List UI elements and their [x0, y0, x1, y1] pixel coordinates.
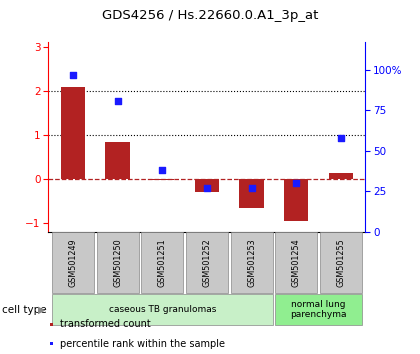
Point [204, 185, 210, 191]
Text: caseous TB granulomas: caseous TB granulomas [108, 305, 216, 314]
Text: percentile rank within the sample: percentile rank within the sample [60, 339, 225, 349]
Bar [194, 179, 219, 192]
Point [159, 167, 165, 173]
Bar [105, 142, 130, 179]
FancyBboxPatch shape [231, 233, 273, 293]
Bar [239, 179, 264, 208]
Text: ▶: ▶ [38, 305, 45, 315]
Point [293, 181, 299, 186]
FancyBboxPatch shape [52, 295, 273, 325]
Point [114, 98, 121, 103]
Text: GSM501249: GSM501249 [68, 239, 77, 287]
FancyBboxPatch shape [52, 233, 94, 293]
Text: normal lung
parenchyma: normal lung parenchyma [290, 300, 347, 319]
Text: GSM501254: GSM501254 [291, 239, 301, 287]
Text: GDS4256 / Hs.22660.0.A1_3p_at: GDS4256 / Hs.22660.0.A1_3p_at [102, 9, 318, 22]
FancyBboxPatch shape [141, 233, 183, 293]
Text: GSM501252: GSM501252 [202, 239, 211, 287]
Text: GSM501250: GSM501250 [113, 239, 122, 287]
Point [248, 185, 255, 191]
FancyBboxPatch shape [275, 295, 362, 325]
FancyBboxPatch shape [320, 233, 362, 293]
Bar [284, 179, 308, 221]
Text: GSM501255: GSM501255 [336, 239, 345, 287]
Bar [328, 173, 353, 179]
Text: GSM501251: GSM501251 [158, 239, 167, 287]
Point [69, 72, 76, 78]
FancyBboxPatch shape [186, 233, 228, 293]
Bar [150, 179, 174, 180]
Bar [60, 86, 85, 179]
Point [338, 135, 344, 141]
Text: GSM501253: GSM501253 [247, 239, 256, 287]
FancyBboxPatch shape [275, 233, 317, 293]
Text: cell type: cell type [2, 305, 47, 315]
Text: transformed count: transformed count [60, 319, 150, 329]
FancyBboxPatch shape [97, 233, 139, 293]
